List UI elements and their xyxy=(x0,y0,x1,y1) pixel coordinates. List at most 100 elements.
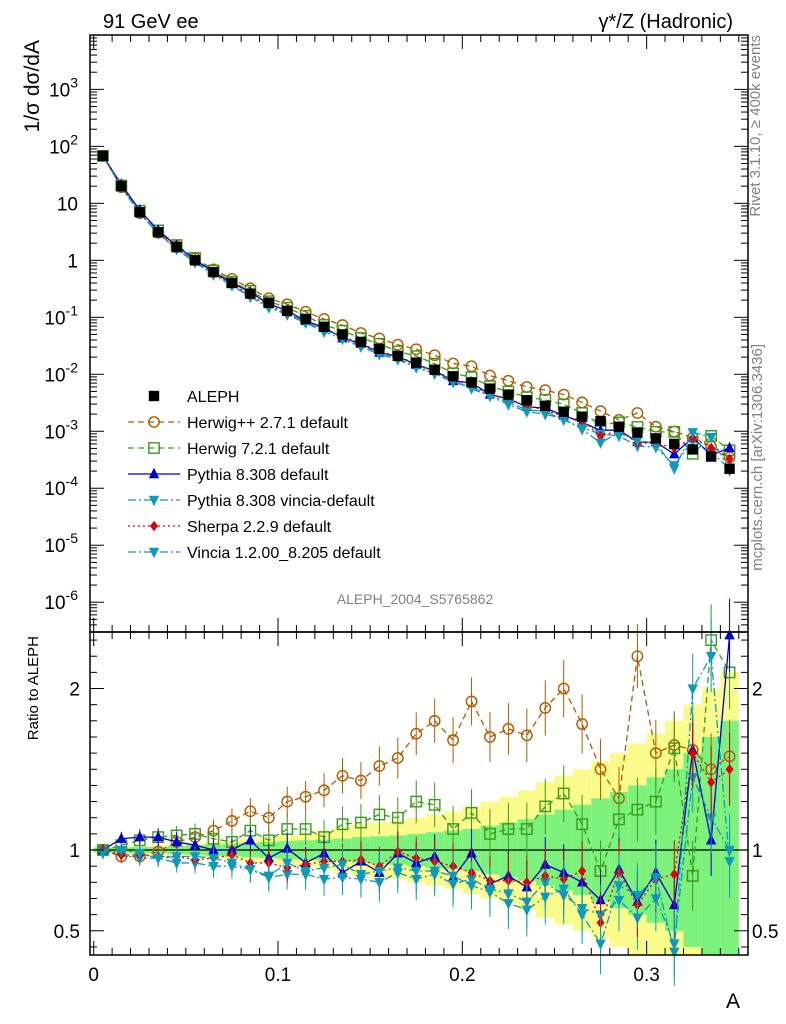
ratio-point xyxy=(226,815,238,827)
legend-marker xyxy=(148,547,160,559)
legend-label: Herwig 7.2.1 default xyxy=(187,441,330,458)
ratio-point xyxy=(595,939,606,950)
ratio-point xyxy=(355,774,367,787)
data-point xyxy=(337,329,348,340)
ratio-point xyxy=(649,747,662,760)
x-tick-label: 0.3 xyxy=(633,965,659,986)
data-point xyxy=(503,389,514,400)
ratio-point xyxy=(484,827,496,840)
ratio-point xyxy=(299,790,312,803)
data-point xyxy=(411,357,422,368)
ratio-point xyxy=(300,866,311,878)
ratio-point xyxy=(686,869,699,882)
data-point xyxy=(466,377,477,388)
ratio-point xyxy=(410,727,423,740)
data-point xyxy=(226,277,238,289)
ratio-y-tick-label-right: 0.5 xyxy=(752,922,778,943)
ratio-point xyxy=(337,860,348,871)
ratio-point xyxy=(631,803,644,816)
data-point xyxy=(245,288,256,299)
ratio-point xyxy=(466,881,477,892)
main-point xyxy=(631,407,644,419)
ratio-point xyxy=(502,723,515,735)
main-point xyxy=(428,349,441,362)
ratio-point xyxy=(576,910,588,921)
ratio-point xyxy=(650,873,662,884)
legend-label: ALEPH xyxy=(187,389,239,406)
ratio-point xyxy=(262,811,275,824)
main-point xyxy=(687,428,698,439)
ratio-point xyxy=(687,684,698,695)
main-point xyxy=(669,447,680,459)
ratio-point xyxy=(116,832,127,843)
data-point xyxy=(318,321,330,333)
y-tick-label: 10-4 xyxy=(44,473,78,500)
data-point xyxy=(650,433,662,444)
y-tick-label: 10-1 xyxy=(44,302,78,329)
ratio-point xyxy=(171,835,182,847)
ratio-point xyxy=(484,887,496,899)
data-point xyxy=(687,444,698,455)
data-point xyxy=(669,438,680,450)
ratio-series-layer xyxy=(97,598,736,986)
ratio-point xyxy=(189,838,201,850)
data-point xyxy=(429,364,440,375)
main-series-layer xyxy=(97,149,736,477)
ratio-point xyxy=(484,731,496,743)
legend-marker xyxy=(148,495,160,507)
ratio-point xyxy=(502,823,515,835)
ratio-point xyxy=(208,853,219,865)
y-tick-label: 10-3 xyxy=(44,416,78,443)
ratio-point xyxy=(373,760,386,772)
ratio-y-tick-label: 2 xyxy=(69,680,80,701)
main-point xyxy=(540,410,551,421)
ratio-point xyxy=(447,734,459,747)
main-series-line xyxy=(102,155,730,455)
main-point xyxy=(521,407,533,418)
ratio-ylabel: Ratio to ALEPH xyxy=(25,636,42,740)
legend-marker xyxy=(148,442,160,454)
ratio-y-tick-label: 0.5 xyxy=(54,922,80,943)
data-point xyxy=(282,305,293,317)
data-point xyxy=(189,255,201,266)
ratio-point xyxy=(631,650,644,663)
ratio-uncertainty-bands xyxy=(93,672,739,955)
ratio-point xyxy=(705,652,717,663)
legend-label: Pythia 8.308 vincia-default xyxy=(187,493,375,510)
ratio-point xyxy=(355,816,367,829)
ratio-point xyxy=(724,857,735,868)
ratio-point xyxy=(263,871,274,883)
ratio-point xyxy=(521,905,533,916)
ratio-point xyxy=(152,830,164,842)
x-tick-label: 0.1 xyxy=(265,965,291,986)
x-tick-label: 0 xyxy=(88,965,99,986)
data-point xyxy=(392,350,404,362)
data-point xyxy=(724,463,735,474)
ratio-point xyxy=(244,805,257,818)
data-point xyxy=(447,371,459,382)
ratio-point xyxy=(134,830,145,842)
data-point xyxy=(355,336,367,348)
data-point xyxy=(540,400,551,411)
ratio-point xyxy=(613,813,625,826)
ratio-point xyxy=(391,752,404,764)
ratio-point xyxy=(447,871,459,883)
main-point xyxy=(391,338,404,351)
ratio-point xyxy=(725,764,734,775)
ratio-point xyxy=(520,823,533,835)
ratio-point xyxy=(245,834,256,845)
ratio-point xyxy=(632,891,643,902)
main-point xyxy=(410,343,423,356)
ratio-point xyxy=(707,776,716,788)
ratio-point xyxy=(613,881,625,892)
data-point xyxy=(263,297,274,308)
ratio-point xyxy=(669,947,680,958)
data-point xyxy=(208,266,219,278)
main-point xyxy=(705,432,717,444)
data-point xyxy=(116,180,127,192)
main-ylabel: 1/σ dσ/dA xyxy=(21,40,44,132)
legend-marker xyxy=(148,390,160,402)
data-point xyxy=(613,421,625,432)
main-point xyxy=(576,425,588,436)
